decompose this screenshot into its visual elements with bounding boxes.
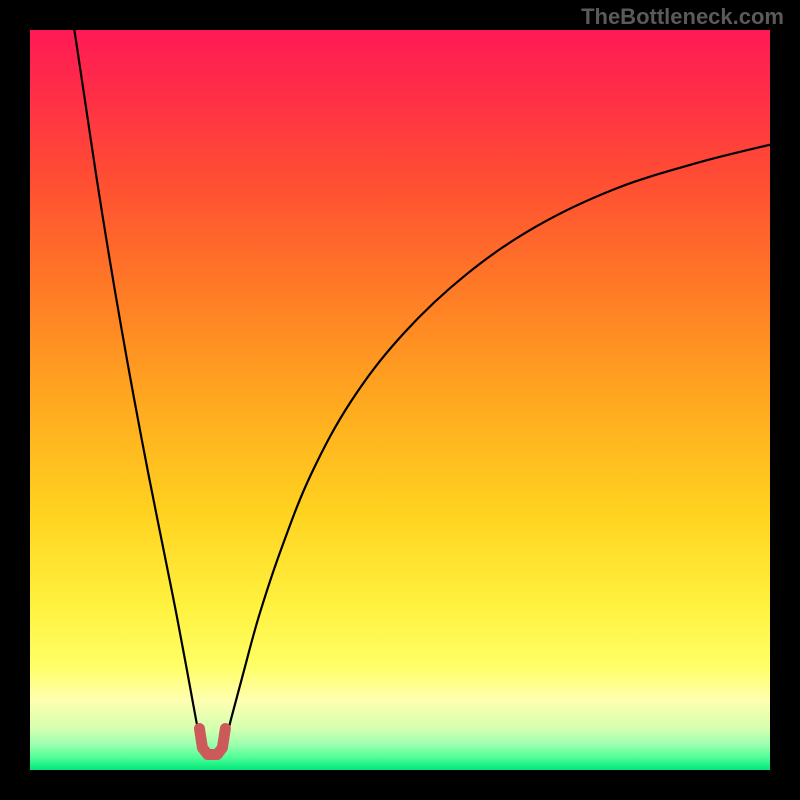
chart-frame: TheBottleneck.com [0,0,800,800]
watermark-text: TheBottleneck.com [581,4,784,30]
gradient-background [30,30,770,770]
plot-svg [30,30,770,770]
plot-area [30,30,770,770]
